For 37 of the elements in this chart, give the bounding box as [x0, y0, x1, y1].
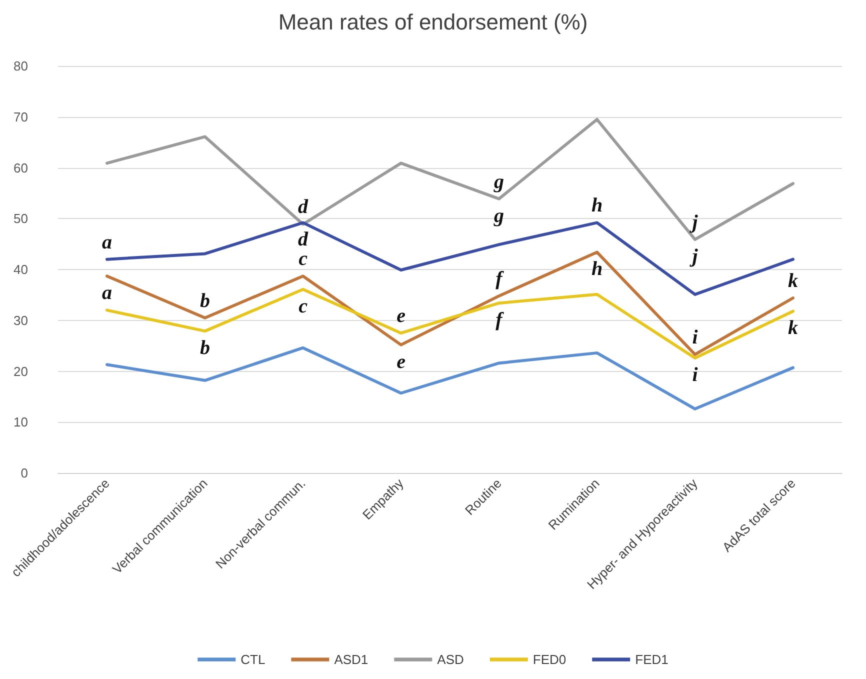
y-tick-label: 50	[14, 211, 28, 226]
annotation: j	[689, 245, 698, 268]
y-tick-label: 30	[14, 312, 28, 328]
annotation: e	[396, 305, 406, 328]
annotation: c	[298, 295, 308, 318]
annotation: k	[788, 317, 798, 340]
legend-label: ASD	[437, 652, 464, 667]
y-tick-label: 40	[14, 262, 28, 277]
annotation: c	[298, 248, 308, 270]
annotation: a	[102, 282, 112, 304]
annotation: e	[396, 350, 406, 373]
annotation: f	[496, 309, 505, 332]
y-tick-label: 60	[14, 160, 28, 176]
y-tick-label: 20	[14, 364, 28, 379]
legend-label: FED0	[532, 652, 566, 667]
annotation: k	[788, 270, 798, 292]
legend-label: FED1	[635, 652, 668, 667]
annotation: a	[102, 231, 112, 254]
annotation: g	[493, 204, 504, 227]
annotation: i	[692, 326, 698, 348]
annotation: i	[692, 364, 698, 386]
annotation: h	[591, 194, 603, 217]
annotation: g	[493, 170, 504, 193]
y-tick-label: 0	[20, 466, 28, 480]
annotation: h	[591, 258, 603, 280]
annotation: f	[496, 268, 505, 290]
annotation: b	[200, 337, 210, 360]
annotation: b	[200, 290, 210, 312]
annotation: d	[298, 196, 309, 218]
chart-title: Mean rates of endorsement (%)	[278, 10, 588, 34]
y-tick-label: 10	[14, 414, 28, 430]
annotation: d	[298, 228, 309, 251]
annotation: j	[689, 211, 698, 234]
y-tick-label: 80	[14, 58, 28, 74]
legend-label: ASD1	[334, 652, 368, 667]
legend-label: CTL	[240, 652, 266, 667]
y-tick-label: 70	[14, 109, 28, 124]
